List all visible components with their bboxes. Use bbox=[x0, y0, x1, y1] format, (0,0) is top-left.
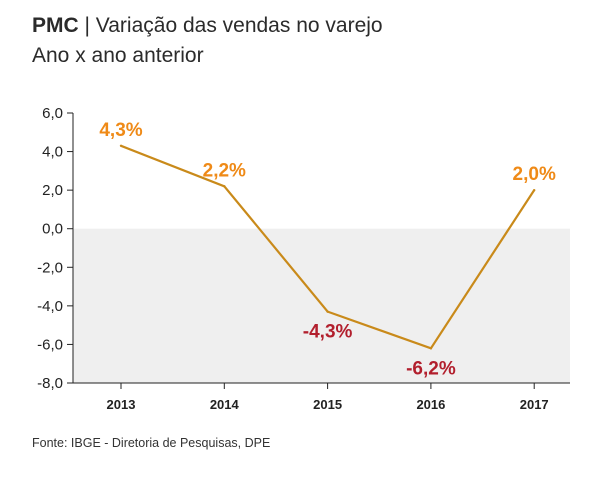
chart-subtitle: Ano x ano anterior bbox=[32, 44, 204, 67]
x-tick-label: 2017 bbox=[520, 397, 549, 412]
source-note: Fonte: IBGE - Diretoria de Pesquisas, DP… bbox=[32, 436, 271, 450]
x-tick-label: 2013 bbox=[107, 397, 136, 412]
x-tick-label: 2014 bbox=[210, 397, 240, 412]
chart-title: PMC | Variação das vendas no varejo bbox=[32, 14, 383, 38]
title-separator: | bbox=[78, 14, 96, 37]
y-tick-label: -2,0 bbox=[37, 259, 63, 276]
data-label: 2,2% bbox=[203, 160, 246, 181]
data-label: -6,2% bbox=[406, 358, 456, 379]
data-point bbox=[119, 144, 123, 147]
y-tick-label: 6,0 bbox=[42, 105, 63, 122]
y-tick-label: -6,0 bbox=[37, 336, 63, 353]
data-label: 4,3% bbox=[99, 120, 142, 141]
title-text: Variação das vendas no varejo bbox=[95, 14, 383, 37]
data-point bbox=[533, 188, 536, 192]
y-tick-label: 2,0 bbox=[42, 182, 63, 199]
x-tick-label: 2015 bbox=[313, 397, 342, 412]
title-acronym: PMC bbox=[32, 14, 79, 37]
data-label: 2,0% bbox=[513, 164, 556, 185]
y-tick-label: -8,0 bbox=[37, 375, 63, 392]
y-tick-label: -4,0 bbox=[37, 298, 63, 315]
y-tick-label: 4,0 bbox=[42, 144, 63, 161]
data-label: -4,3% bbox=[303, 322, 353, 343]
data-point bbox=[429, 347, 433, 350]
data-point bbox=[223, 185, 226, 188]
y-tick-label: 0,0 bbox=[42, 221, 63, 238]
data-point bbox=[326, 310, 329, 313]
x-tick-label: 2016 bbox=[416, 397, 445, 412]
